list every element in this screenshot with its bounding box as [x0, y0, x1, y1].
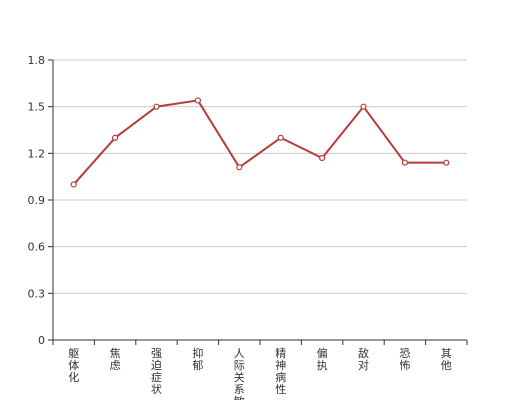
- series-line: [72, 99, 447, 186]
- data-point: [443, 159, 450, 166]
- y-tick-label: 1.2: [28, 147, 46, 160]
- data-point: [153, 103, 160, 110]
- series-layer: [70, 97, 450, 188]
- y-tick-label: 0.3: [28, 287, 46, 300]
- x-tick-label: 躯体化: [68, 347, 79, 384]
- x-tick-label: 精神病性: [275, 347, 286, 396]
- x-tick-label: 偏执: [317, 346, 328, 372]
- y-tick-label: 1.8: [28, 54, 46, 67]
- x-tick-label: 人际关系敏感: [234, 347, 245, 400]
- x-tick-label: 敌对: [358, 346, 369, 372]
- x-tick-label: 其他: [441, 347, 452, 372]
- data-point: [319, 154, 326, 162]
- data-point: [111, 134, 119, 141]
- x-tick-label: 焦虑: [110, 347, 121, 372]
- x-tick-label: 抑郁: [192, 346, 203, 372]
- y-tick-label: 0.6: [28, 241, 46, 254]
- grid-lines: [53, 59, 467, 294]
- x-tick-label: 强迫症状: [151, 347, 162, 396]
- data-point: [194, 97, 201, 104]
- data-point: [70, 181, 77, 188]
- data-point: [277, 134, 284, 141]
- y-tick-label: 0: [38, 334, 45, 347]
- data-point: [236, 164, 243, 171]
- y-tick-label: 1.5: [28, 101, 46, 114]
- data-point: [360, 103, 367, 110]
- x-tick-label: 恐怖: [399, 347, 410, 372]
- x-axis: 躯体化 焦虑 强迫症状 抑郁 人际关系敏感 精神病性 偏执 敌对 恐怖 其他: [52, 60, 468, 400]
- data-point: [401, 159, 408, 166]
- y-tick-label: 0.9: [28, 194, 46, 207]
- y-axis: 0 0.3 0.6 0.9 1.2 1.5 1.8: [28, 54, 53, 347]
